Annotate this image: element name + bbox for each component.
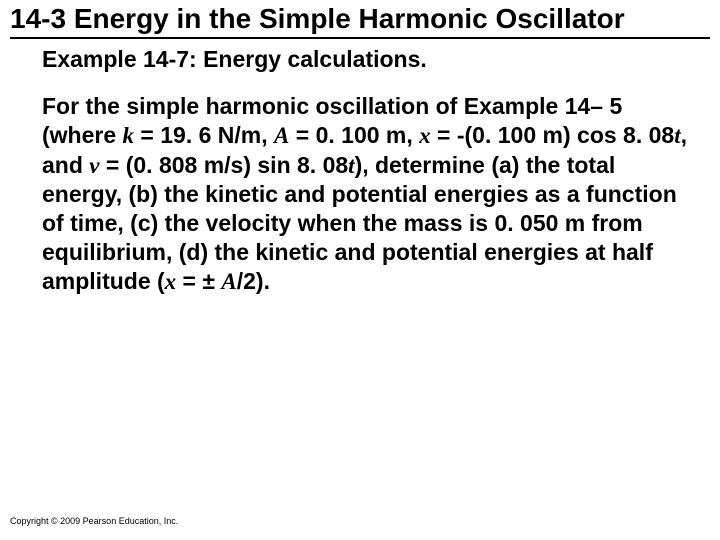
body-text: = (0. 808 m/s) sin 8. 08 <box>100 152 349 178</box>
body-text: = 19. 6 N/m, <box>134 122 274 148</box>
body-text: /2). <box>237 268 270 294</box>
section-title: 14-3 Energy in the Simple Harmonic Oscil… <box>10 4 710 39</box>
body-text: = ± <box>176 268 221 294</box>
var-x: x <box>165 269 177 294</box>
slide: 14-3 Energy in the Simple Harmonic Oscil… <box>0 0 720 540</box>
copyright-text: Copyright © 2009 Pearson Education, Inc. <box>10 516 178 526</box>
problem-body: For the simple harmonic oscillation of E… <box>42 92 690 296</box>
var-a: A <box>274 123 289 148</box>
var-x: x <box>419 123 431 148</box>
example-heading: Example 14-7: Energy calculations. <box>42 46 700 74</box>
body-text: = -(0. 100 m) cos 8. 08 <box>431 122 675 148</box>
var-v: v <box>89 153 99 178</box>
body-text: = 0. 100 m, <box>289 122 419 148</box>
var-k: k <box>123 123 135 148</box>
var-a: A <box>221 269 236 294</box>
